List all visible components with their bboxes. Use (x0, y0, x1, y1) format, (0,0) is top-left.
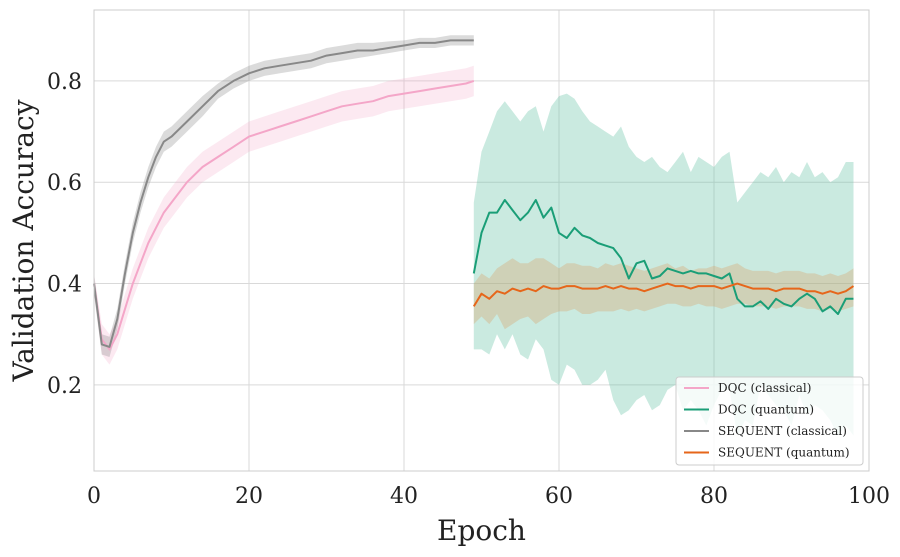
dqc-quantum-line (472, 199, 854, 315)
x-axis-label: Epoch (437, 514, 526, 547)
y-axis-label: Validation Accuracy (7, 99, 40, 382)
sequent-quantum-band (473, 258, 854, 330)
series-lines (93, 39, 855, 351)
y-tick-label: 0.4 (47, 273, 82, 298)
dqc-classical-band (94, 65, 474, 365)
x-tick-label: 60 (545, 484, 573, 509)
legend-label: DQC (quantum) (718, 403, 814, 417)
legend-box (675, 376, 864, 466)
x-tick-label: 100 (848, 484, 890, 509)
x-tick-label: 80 (700, 484, 728, 509)
y-tick-label: 0.6 (47, 171, 82, 196)
y-tick-label: 0.2 (47, 374, 82, 399)
dqc-classical-line (93, 79, 475, 351)
sequent-quantum-line (472, 282, 855, 307)
legend: DQC (classical) DQC (quantum) SEQUENT (cla… (675, 376, 864, 466)
y-tick-label: 0.8 (47, 70, 82, 95)
confidence-bands (94, 35, 854, 436)
plot-frame (93, 9, 870, 472)
dqc-quantum-band (473, 93, 854, 436)
sequent-classical-band (94, 35, 474, 358)
legend-label: DQC (classical) (718, 381, 811, 395)
legend-label: SEQUENT (classical) (718, 424, 847, 438)
x-tick-label: 40 (390, 484, 418, 509)
x-tick-label: 0 (87, 484, 101, 509)
x-tick-label: 20 (235, 484, 263, 509)
legend-label: SEQUENT (quantum) (718, 446, 850, 460)
tick-labels: 0 20 40 60 80 100 0.2 0.4 0.6 0.8 (47, 70, 890, 509)
sequent-classical-line (93, 39, 474, 348)
